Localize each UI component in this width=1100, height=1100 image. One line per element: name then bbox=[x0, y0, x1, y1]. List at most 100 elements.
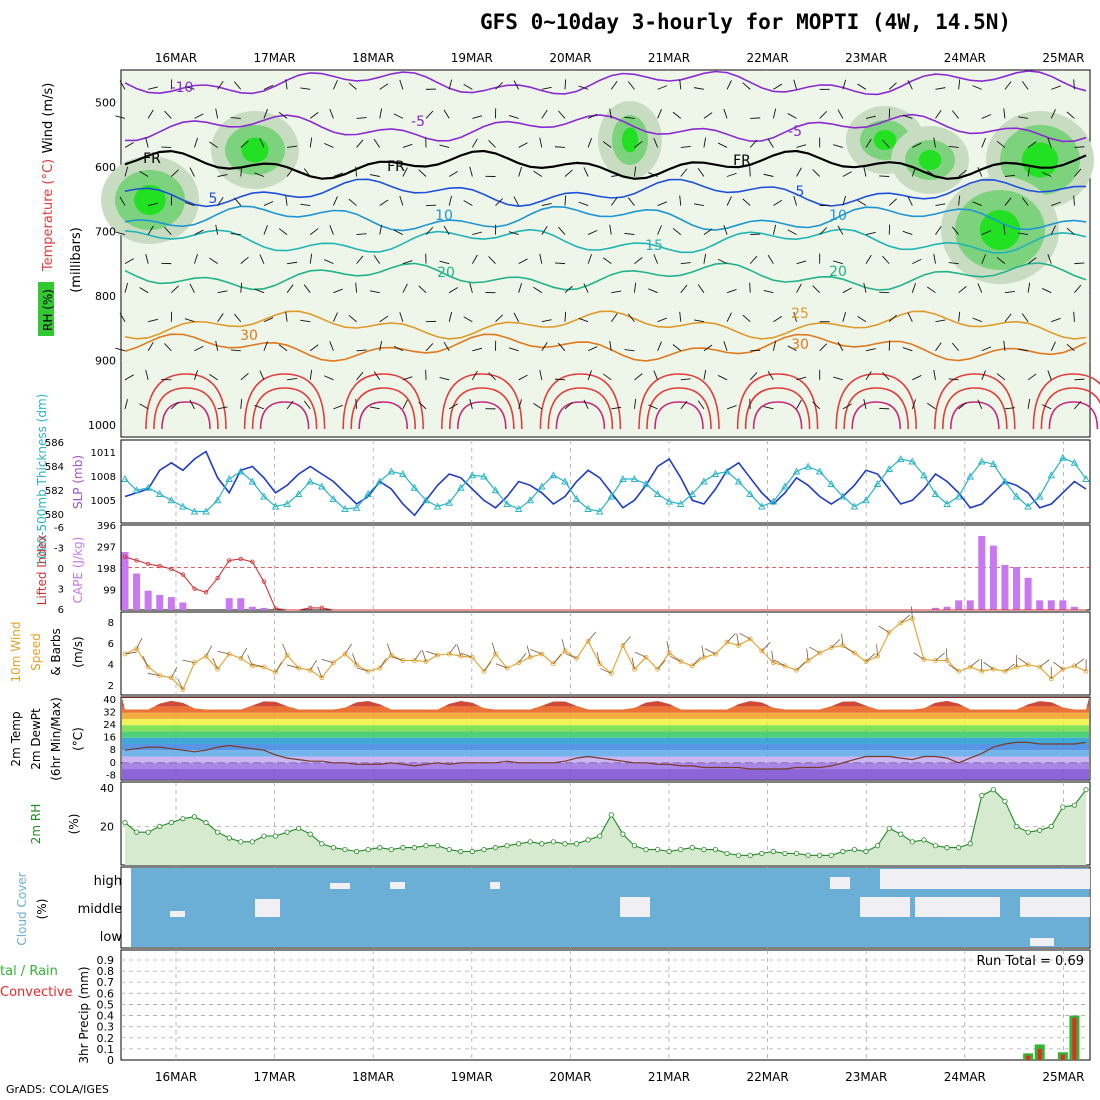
rh-marker bbox=[412, 845, 416, 849]
cape-bar bbox=[1013, 567, 1020, 610]
wind-tick: 8 bbox=[108, 618, 114, 629]
temp-color-band bbox=[122, 713, 1089, 719]
temp-color-band bbox=[122, 744, 1089, 750]
rh-marker bbox=[1072, 803, 1076, 807]
temp-color-band bbox=[122, 719, 1089, 725]
temp-color-band bbox=[122, 763, 1089, 769]
rh-marker bbox=[1014, 824, 1018, 828]
rh-marker bbox=[320, 842, 324, 846]
rh-marker bbox=[679, 847, 683, 851]
precip-convective-bar bbox=[1038, 1049, 1042, 1060]
rh-marker bbox=[1049, 824, 1053, 828]
rh-marker bbox=[192, 815, 196, 819]
isotherm-label: 15 bbox=[645, 238, 663, 254]
temp-tick: -8 bbox=[106, 770, 116, 781]
rh-marker bbox=[389, 847, 393, 851]
pressure-tick: 900 bbox=[95, 354, 116, 367]
wind-tick: 6 bbox=[108, 639, 114, 650]
cape-bar bbox=[249, 607, 256, 610]
isotherm-label: 5 bbox=[796, 184, 805, 200]
rh-marker bbox=[945, 845, 949, 849]
cape-tick: 99 bbox=[103, 586, 116, 597]
cape-bar bbox=[237, 598, 244, 610]
panel-wind bbox=[121, 612, 1090, 695]
rh-shade bbox=[242, 138, 269, 163]
isotherm-label: 20 bbox=[829, 264, 847, 280]
rh-marker bbox=[401, 845, 405, 849]
rh-marker bbox=[968, 842, 972, 846]
pressure-tick: 600 bbox=[95, 161, 116, 174]
rh-marker bbox=[956, 845, 960, 849]
rh-marker bbox=[158, 824, 162, 828]
temp-tick: 32 bbox=[103, 708, 116, 719]
rh-marker bbox=[308, 832, 312, 836]
slp-tick: 1005 bbox=[91, 496, 116, 507]
li-tick: 0 bbox=[58, 564, 64, 575]
precip-convective-bar bbox=[1072, 1018, 1076, 1060]
wind-tick: 4 bbox=[108, 660, 114, 671]
slp-tick: 1008 bbox=[91, 472, 116, 483]
cloud-level-label: high bbox=[94, 874, 122, 889]
date-label-bottom: 25MAR bbox=[1042, 1070, 1084, 1084]
isotherm-label: -5 bbox=[411, 114, 425, 130]
wind-barb bbox=[750, 399, 751, 409]
rh-marker bbox=[655, 847, 659, 851]
rh-marker bbox=[528, 840, 532, 844]
cape-bar bbox=[156, 595, 163, 610]
rh-shade bbox=[919, 150, 942, 170]
rh-marker bbox=[1061, 805, 1065, 809]
cloud-block bbox=[860, 897, 910, 917]
wind-barb bbox=[879, 176, 889, 177]
rh-marker bbox=[1003, 799, 1007, 803]
cape-bar bbox=[990, 546, 997, 610]
cape-tick: 297 bbox=[97, 543, 116, 554]
rh-marker bbox=[459, 849, 463, 853]
rh-marker bbox=[586, 838, 590, 842]
rh-marker bbox=[910, 840, 914, 844]
rh-shade bbox=[622, 128, 638, 153]
isotherm-label: 30 bbox=[240, 328, 258, 344]
date-label-top: 17MAR bbox=[254, 51, 296, 65]
rh-marker bbox=[285, 830, 289, 834]
upper-ylabel-wind: Wind (m/s) bbox=[41, 83, 56, 154]
rh-marker bbox=[435, 843, 439, 847]
cloud-ylabel-units: (%) bbox=[35, 899, 49, 920]
wind-ylabel-2: Speed bbox=[29, 633, 43, 671]
date-label-top: 21MAR bbox=[648, 51, 690, 65]
rh-marker bbox=[551, 840, 555, 844]
precip-tick: 0.3 bbox=[97, 1021, 115, 1034]
rh-marker bbox=[829, 853, 833, 857]
rh-marker bbox=[933, 843, 937, 847]
cloud-block bbox=[620, 897, 650, 917]
date-label-top: 20MAR bbox=[549, 51, 591, 65]
temp-color-band bbox=[122, 725, 1089, 731]
date-label-top: 24MAR bbox=[944, 51, 986, 65]
cape-tick: 198 bbox=[97, 564, 116, 575]
temp-ylabel-3: (6hr Min/Max) bbox=[49, 697, 63, 781]
rh-marker bbox=[227, 836, 231, 840]
rh-marker bbox=[725, 851, 729, 855]
rh-marker bbox=[806, 853, 810, 857]
cloud-block bbox=[255, 899, 280, 917]
date-label-top: 25MAR bbox=[1042, 51, 1084, 65]
wind-barb bbox=[879, 292, 889, 293]
temp-tick: 8 bbox=[110, 745, 116, 756]
rh-marker bbox=[621, 832, 625, 836]
cape-bar bbox=[133, 574, 140, 610]
isotherm-label: 10 bbox=[829, 208, 847, 224]
date-label-top: 23MAR bbox=[845, 51, 887, 65]
rh-ylabel-units: (%) bbox=[67, 814, 81, 835]
precip-convective-bar bbox=[1061, 1054, 1065, 1060]
rh-marker bbox=[817, 853, 821, 857]
isotherm-label: FR bbox=[733, 153, 751, 169]
pressure-tick: 1000 bbox=[88, 419, 116, 432]
date-label-bottom: 21MAR bbox=[648, 1070, 690, 1084]
cloud-block bbox=[330, 883, 350, 889]
rh-marker bbox=[239, 840, 243, 844]
li-tick: -6 bbox=[54, 523, 64, 534]
rh-marker bbox=[1084, 788, 1088, 792]
cloud-ylabel: Cloud Cover bbox=[15, 872, 29, 945]
rh-marker bbox=[540, 842, 544, 846]
cape-bar bbox=[955, 600, 962, 610]
